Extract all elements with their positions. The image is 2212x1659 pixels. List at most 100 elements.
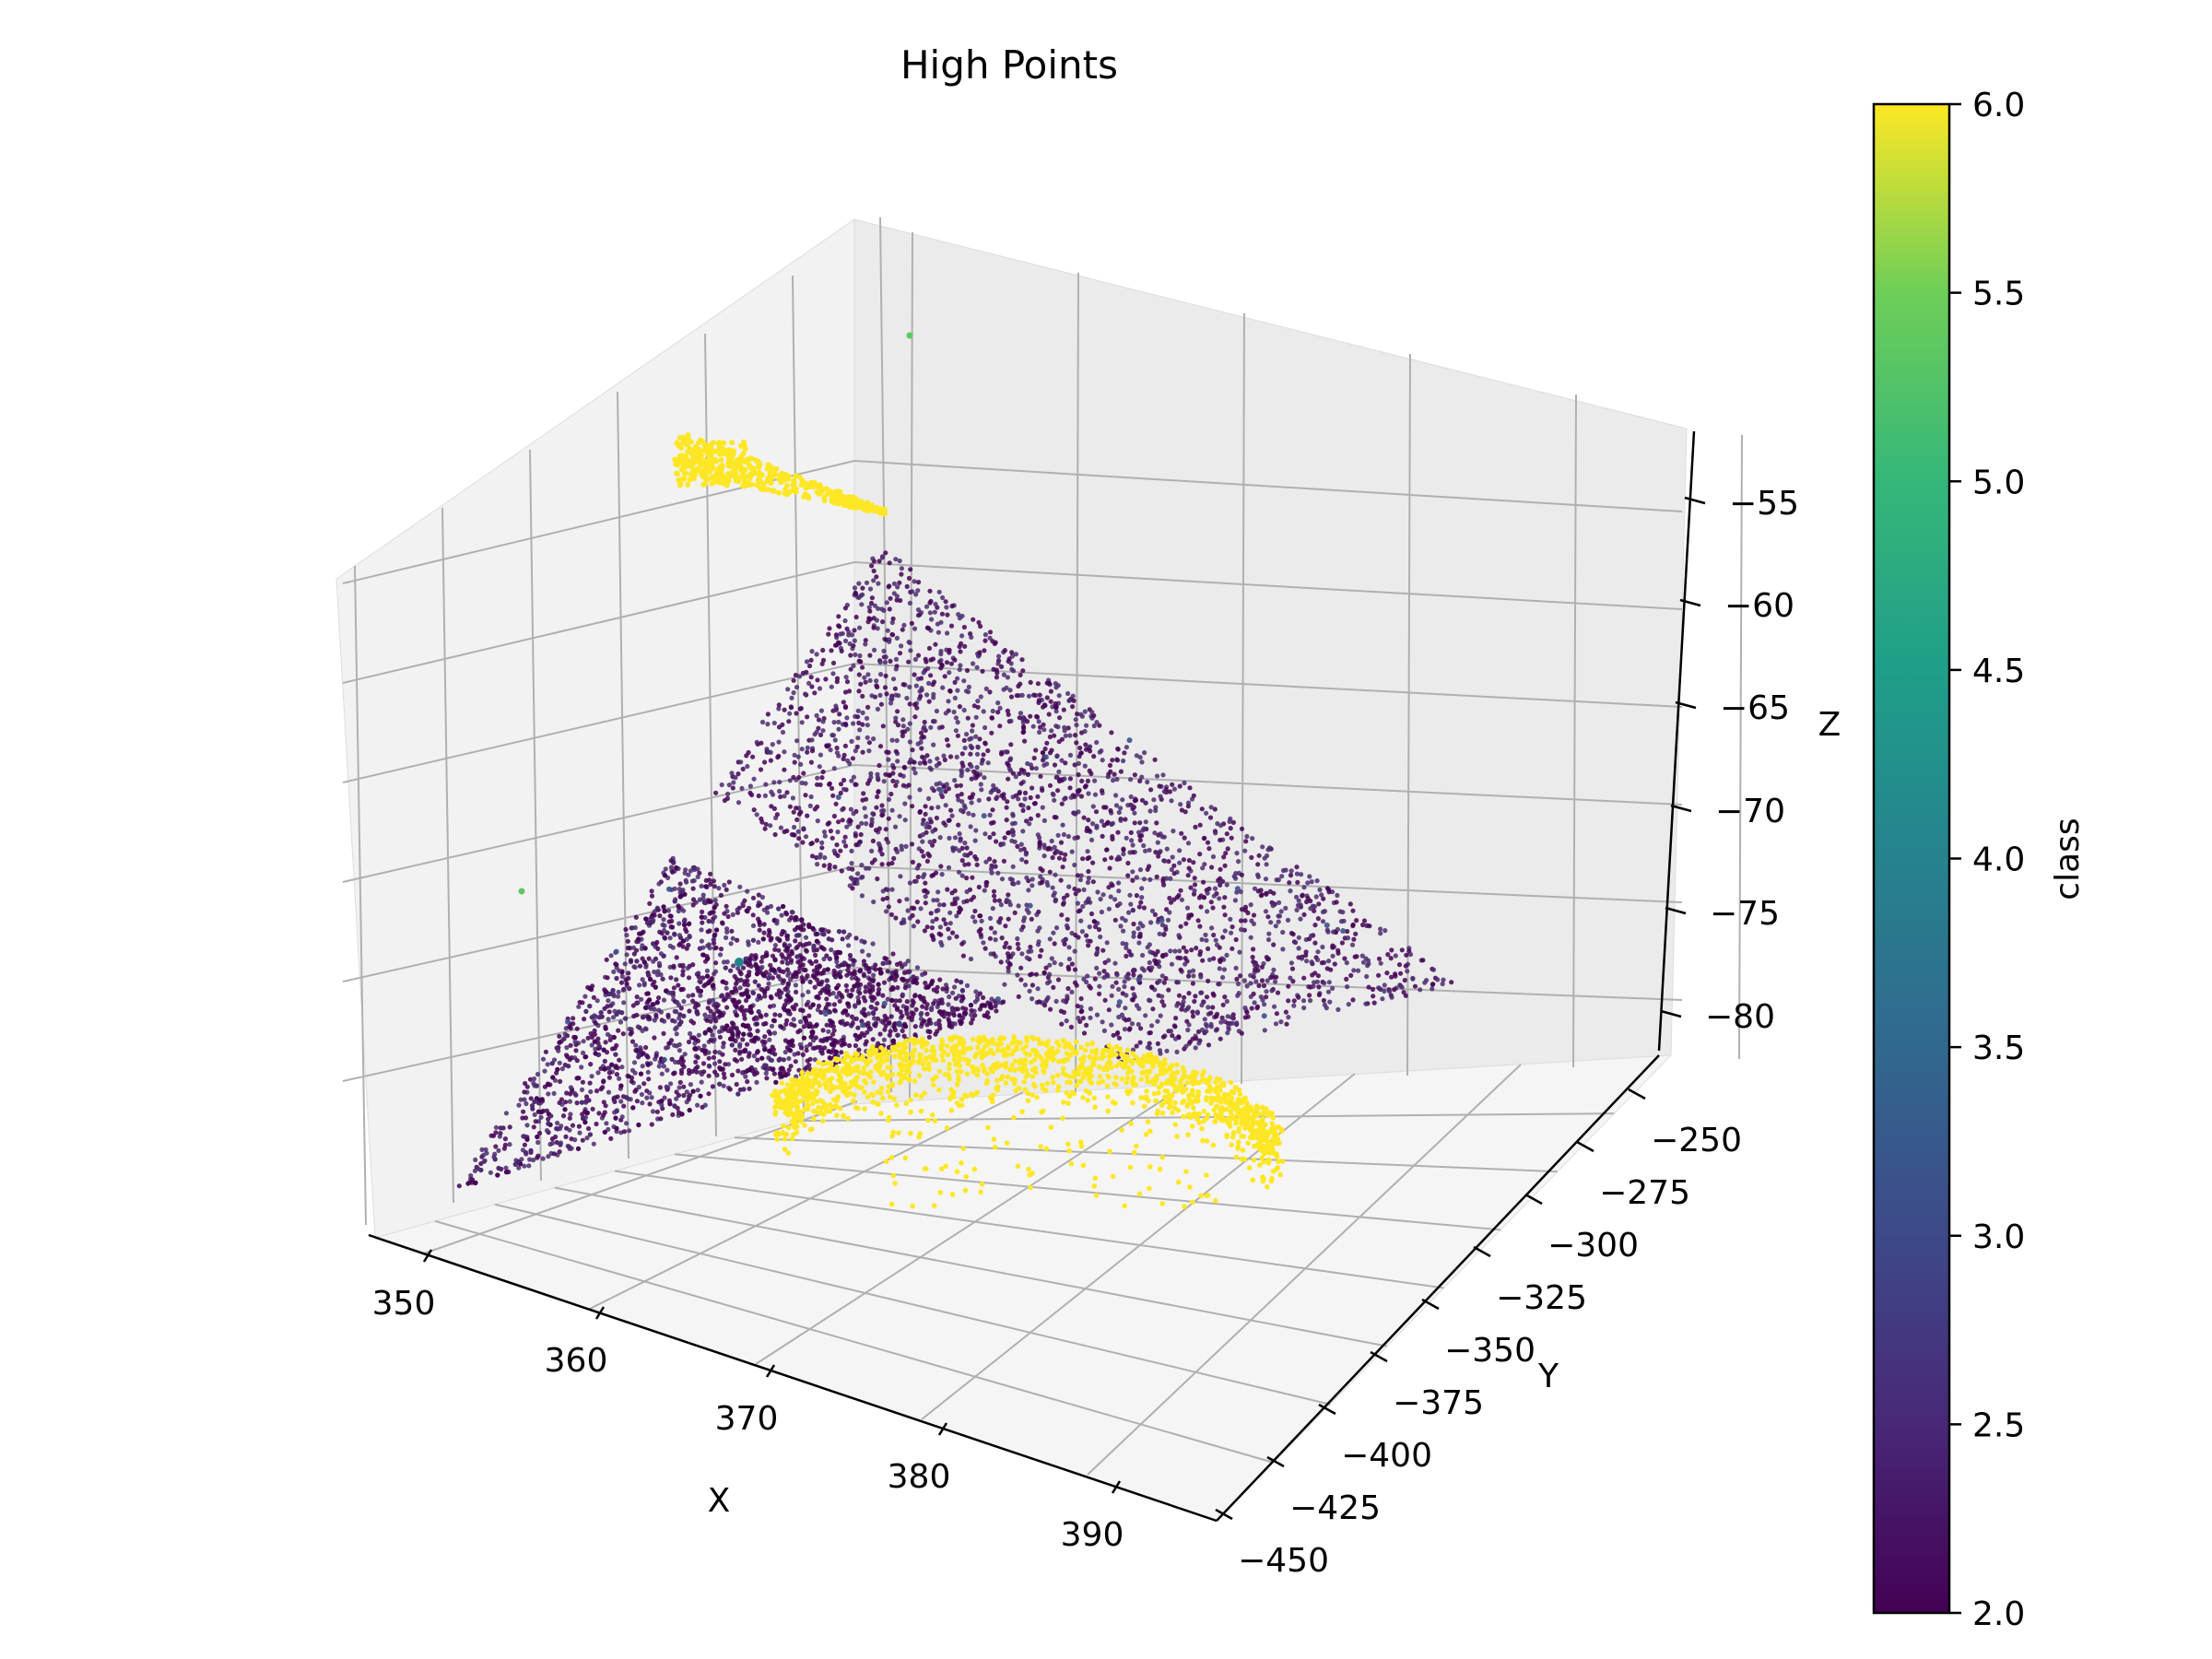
scatter-point	[828, 829, 834, 834]
scatter-point	[959, 633, 965, 639]
scatter-point	[1099, 909, 1104, 915]
scatter-point	[841, 839, 847, 844]
scatter-point	[1054, 754, 1060, 759]
scatter-point	[1131, 930, 1136, 935]
scatter-point	[1211, 993, 1217, 998]
scatter-point	[815, 862, 820, 867]
scatter-point	[690, 886, 696, 891]
scatter-point	[652, 1035, 657, 1041]
scatter-point	[1122, 983, 1127, 990]
scatter-point	[959, 998, 964, 1004]
scatter-point	[912, 905, 917, 912]
scatter-point	[877, 559, 882, 564]
scatter-point	[876, 789, 881, 795]
scatter-point	[859, 863, 865, 868]
scatter-point	[964, 899, 970, 904]
scatter-point	[690, 1088, 696, 1094]
scatter-point	[847, 1042, 853, 1049]
scatter-point	[918, 693, 924, 700]
scatter-point	[568, 1112, 573, 1117]
scatter-point	[929, 925, 935, 931]
scatter-point	[665, 1085, 671, 1090]
scatter-point	[1017, 771, 1022, 777]
scatter-point	[1052, 733, 1057, 738]
scatter-point	[820, 1028, 826, 1033]
scatter-point	[1147, 959, 1152, 966]
scatter-point	[1296, 898, 1301, 903]
scatter-point	[846, 943, 852, 948]
scatter-point	[743, 1074, 748, 1079]
scatter-point	[1440, 981, 1445, 987]
scatter-point	[971, 617, 976, 622]
scatter-point	[1062, 728, 1067, 734]
scatter-point	[938, 792, 944, 797]
scatter-point	[618, 1083, 624, 1088]
scatter-point	[624, 1121, 629, 1126]
scatter-point	[1081, 815, 1087, 820]
scatter-point	[900, 682, 906, 688]
scatter-point	[580, 1137, 585, 1143]
scatter-point	[854, 877, 860, 883]
scatter-point	[962, 841, 968, 846]
scatter-point	[882, 956, 888, 961]
scatter-point	[1200, 958, 1206, 963]
scatter-point	[927, 610, 934, 616]
scatter-point	[1085, 898, 1090, 903]
scatter-point	[1218, 837, 1223, 843]
scatter-point	[1264, 989, 1269, 994]
scatter-point	[771, 1071, 778, 1077]
scatter-point	[1028, 944, 1033, 950]
scatter-point	[619, 1065, 625, 1070]
scatter-point	[952, 695, 958, 701]
scatter-point	[1090, 821, 1096, 827]
scatter-point	[1051, 984, 1056, 990]
scatter-point	[620, 987, 627, 993]
scatter-point	[982, 888, 987, 893]
scatter-point	[1044, 761, 1050, 767]
scatter-point	[880, 960, 886, 966]
scatter-point	[702, 1012, 708, 1018]
scatter-point	[920, 821, 925, 827]
scatter-point	[735, 907, 740, 912]
scatter-point	[959, 807, 964, 813]
scatter-point	[855, 994, 861, 1000]
scatter-point	[645, 1062, 651, 1067]
scatter-point	[857, 653, 863, 659]
scatter-point	[1101, 969, 1107, 974]
scatter-point	[986, 796, 992, 802]
scatter-point	[1295, 879, 1300, 886]
scatter-point	[1078, 712, 1084, 717]
scatter-point	[951, 709, 957, 715]
scatter-point	[987, 689, 993, 695]
scatter-point	[745, 1041, 750, 1047]
scatter-point	[959, 994, 965, 999]
scatter-point	[617, 968, 622, 973]
scatter-point	[873, 1006, 878, 1012]
scatter-point	[1109, 821, 1114, 827]
scatter-point	[893, 971, 899, 977]
scatter-point	[583, 1094, 590, 1100]
grid-line-h	[853, 967, 1683, 1001]
scatter-point	[853, 1003, 858, 1008]
scatter-point	[1086, 876, 1091, 881]
scatter-point	[1161, 789, 1167, 794]
scatter-point	[1250, 836, 1255, 841]
scatter-point	[803, 935, 809, 940]
scatter-point	[522, 1097, 527, 1102]
scatter-point	[1072, 762, 1077, 768]
scatter-point	[633, 1048, 639, 1053]
scatter-point	[921, 726, 926, 732]
scatter-point	[721, 1041, 726, 1046]
scatter-point	[756, 892, 761, 898]
scatter-point	[1137, 1040, 1143, 1045]
scatter-point	[631, 951, 637, 957]
scatter-point	[866, 605, 872, 610]
scatter-point	[815, 971, 821, 976]
scatter-point	[1301, 885, 1307, 890]
scatter-point	[665, 1044, 671, 1050]
scatter-point	[864, 580, 870, 585]
scatter-point	[1002, 648, 1007, 653]
scatter-point	[836, 614, 841, 619]
scatter-point	[836, 623, 841, 629]
scatter-point	[806, 1013, 812, 1018]
